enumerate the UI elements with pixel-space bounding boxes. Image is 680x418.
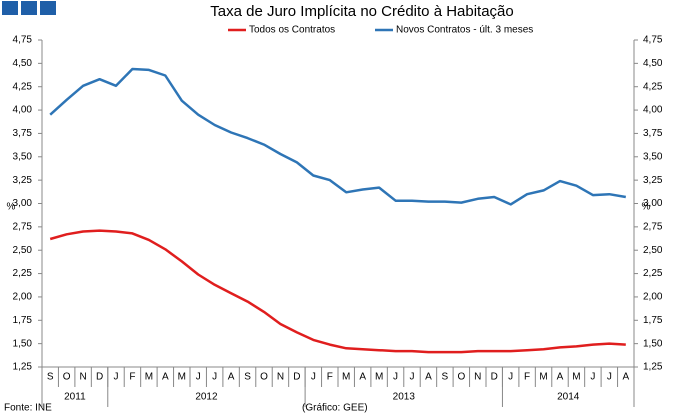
x-tick-label: A bbox=[228, 372, 235, 383]
legend-label: Novos Contratos - últ. 3 meses bbox=[396, 25, 533, 36]
x-tick-label: J bbox=[393, 372, 398, 383]
credit: (Gráfico: GEE) bbox=[302, 403, 368, 414]
y-tick-label: 2,25 bbox=[13, 268, 33, 279]
year-label: 2011 bbox=[64, 392, 86, 403]
x-tick-label: O bbox=[457, 372, 465, 383]
x-tick-label: D bbox=[491, 372, 498, 383]
x-tick-label: J bbox=[196, 372, 201, 383]
y-tick-label: 2,00 bbox=[13, 292, 33, 303]
y-tick-label: 3,50 bbox=[13, 151, 33, 162]
x-tick-label: O bbox=[63, 372, 71, 383]
data-line bbox=[49, 67, 627, 206]
y2-tick-label: 4,00 bbox=[643, 105, 663, 116]
y2-tick-label: 3,00 bbox=[643, 198, 663, 209]
y-tick-label: 3,75 bbox=[13, 128, 33, 139]
x-tick-label: D bbox=[293, 372, 300, 383]
y2-tick-label: 1,75 bbox=[643, 315, 663, 326]
x-tick-label: J bbox=[590, 372, 595, 383]
year-label: 2014 bbox=[557, 392, 580, 403]
x-tick-label: M bbox=[375, 372, 383, 383]
x-tick-label: A bbox=[622, 372, 629, 383]
y-tick-label: 4,25 bbox=[13, 81, 33, 92]
x-tick-label: M bbox=[539, 372, 547, 383]
x-tick-label: J bbox=[212, 372, 217, 383]
y-tick-label: 4,50 bbox=[13, 58, 33, 69]
y-tick-label: 3,25 bbox=[13, 175, 33, 186]
x-tick-label: O bbox=[260, 372, 268, 383]
x-tick-label: S bbox=[442, 372, 449, 383]
x-tick-label: A bbox=[557, 372, 564, 383]
x-tick-label: M bbox=[178, 372, 186, 383]
y-tick-label: 2,50 bbox=[13, 245, 33, 256]
chart-title: Taxa de Juro Implícita no Crédito à Habi… bbox=[210, 3, 514, 20]
x-tick-label: D bbox=[96, 372, 103, 383]
x-tick-label: M bbox=[145, 372, 153, 383]
y-axis-label: % bbox=[7, 202, 16, 213]
y-tick-label: 4,00 bbox=[13, 105, 33, 116]
year-label: 2013 bbox=[393, 392, 416, 403]
y2-axis-label: % bbox=[642, 202, 651, 213]
x-tick-label: N bbox=[277, 372, 284, 383]
y2-tick-label: 1,50 bbox=[643, 338, 663, 349]
y2-tick-label: 4,50 bbox=[643, 58, 663, 69]
y-tick-label: 3,00 bbox=[13, 198, 33, 209]
y2-tick-label: 3,75 bbox=[643, 128, 663, 139]
y2-tick-label: 1,25 bbox=[643, 362, 663, 373]
y2-tick-label: 3,50 bbox=[643, 151, 663, 162]
x-tick-label: A bbox=[359, 372, 366, 383]
legend-label: Todos os Contratos bbox=[249, 25, 335, 36]
x-tick-label: F bbox=[327, 372, 333, 383]
x-tick-label: A bbox=[162, 372, 169, 383]
x-tick-label: M bbox=[342, 372, 350, 383]
x-tick-label: J bbox=[508, 372, 513, 383]
logo-square bbox=[2, 1, 18, 15]
x-tick-label: J bbox=[114, 372, 119, 383]
x-tick-label: N bbox=[79, 372, 86, 383]
x-tick-label: M bbox=[572, 372, 580, 383]
x-tick-label: S bbox=[47, 372, 54, 383]
x-tick-label: N bbox=[474, 372, 481, 383]
x-tick-label: F bbox=[524, 372, 530, 383]
logo-square bbox=[21, 1, 37, 15]
x-tick-label: F bbox=[129, 372, 135, 383]
y-tick-label: 1,25 bbox=[13, 362, 33, 373]
y2-tick-label: 4,25 bbox=[643, 81, 663, 92]
y2-tick-label: 2,00 bbox=[643, 292, 663, 303]
data-line bbox=[49, 229, 626, 354]
x-tick-label: J bbox=[607, 372, 612, 383]
y-tick-label: 2,75 bbox=[13, 221, 33, 232]
y2-tick-label: 2,25 bbox=[643, 268, 663, 279]
y-tick-label: 1,75 bbox=[13, 315, 33, 326]
x-tick-label: J bbox=[410, 372, 415, 383]
x-tick-label: A bbox=[425, 372, 432, 383]
y2-tick-label: 2,50 bbox=[643, 245, 663, 256]
x-tick-label: J bbox=[311, 372, 316, 383]
year-label: 2012 bbox=[195, 392, 218, 403]
y-tick-label: 4,75 bbox=[13, 35, 33, 46]
x-tick-label: S bbox=[244, 372, 251, 383]
y2-tick-label: 2,75 bbox=[643, 221, 663, 232]
source: Fonte: INE bbox=[4, 403, 52, 414]
logo-square bbox=[40, 1, 56, 15]
y2-tick-label: 4,75 bbox=[643, 35, 663, 46]
y2-tick-label: 3,25 bbox=[643, 175, 663, 186]
y-tick-label: 1,50 bbox=[13, 338, 33, 349]
